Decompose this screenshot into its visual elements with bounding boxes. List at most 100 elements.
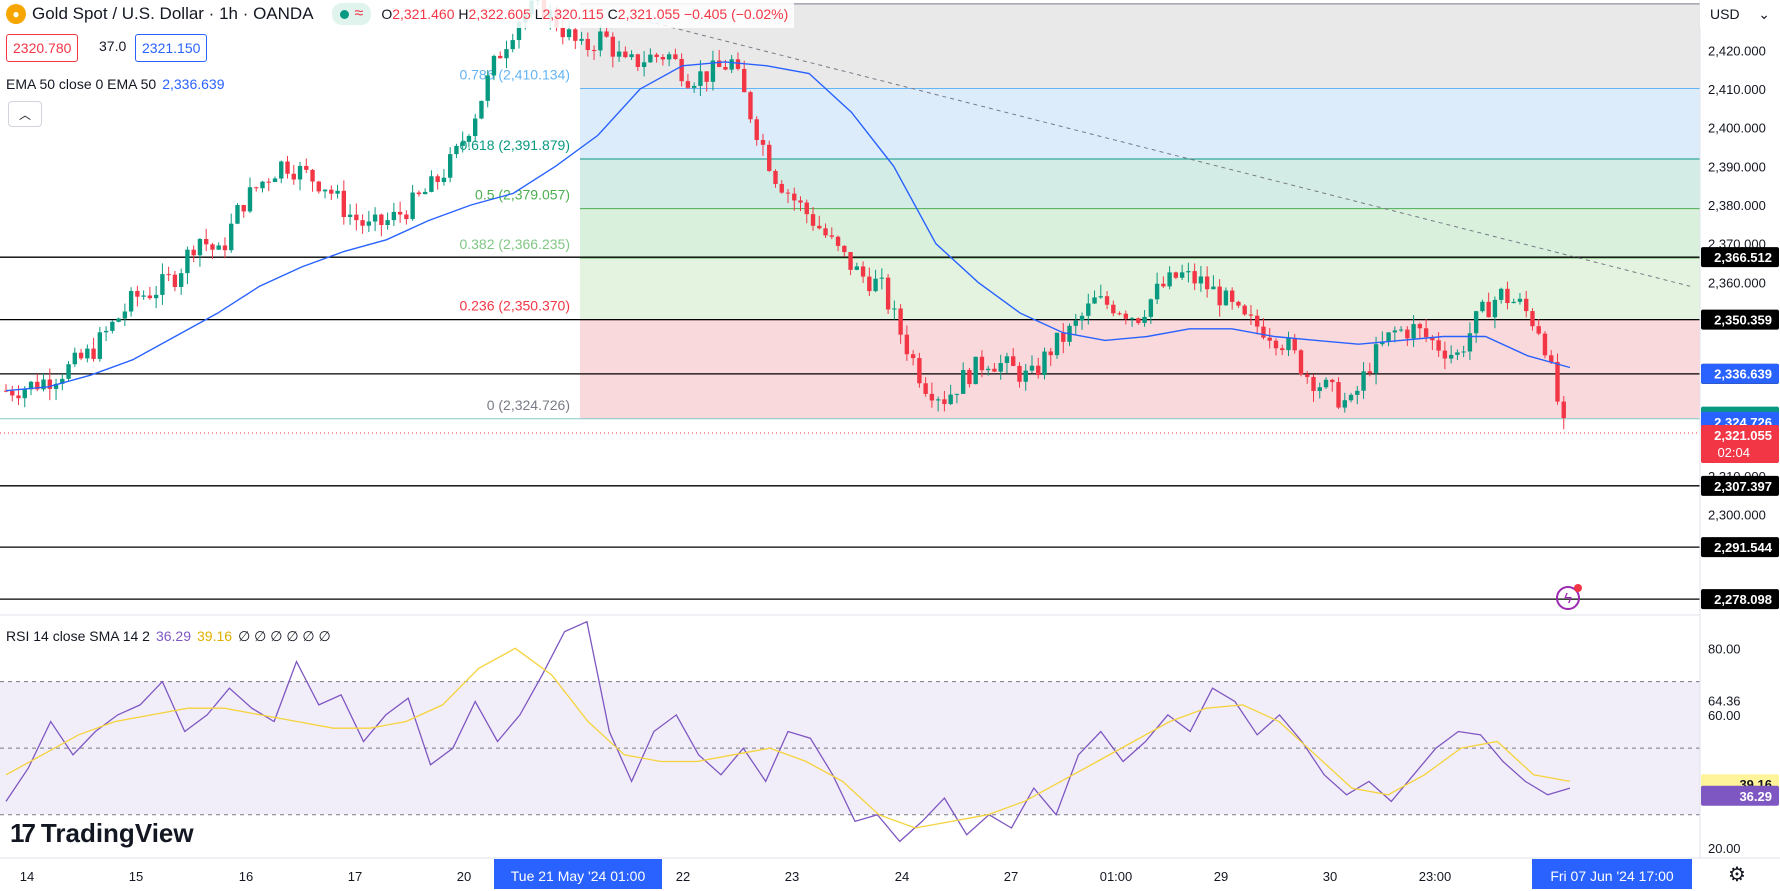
gear-icon[interactable]: ⚙: [1728, 864, 1746, 886]
rsi-price-label: 36.29: [1739, 789, 1772, 804]
rsi-extra-values: ∅ ∅ ∅ ∅ ∅ ∅: [238, 628, 331, 644]
ema-label: EMA 50 close 0 EMA 50: [6, 76, 157, 92]
level-label: 2,366.512: [1714, 250, 1772, 265]
candle: [1286, 338, 1291, 351]
candle: [504, 49, 509, 59]
candle: [904, 334, 910, 355]
candle: [1017, 365, 1022, 382]
candle: [1280, 348, 1285, 351]
candle: [516, 22, 522, 41]
chevron-up-icon: ︿: [18, 107, 31, 122]
ema-legend[interactable]: EMA 50 close 0 EMA 50 2,336.639: [6, 76, 225, 92]
candle: [22, 389, 27, 399]
candle: [128, 290, 134, 312]
candle: [873, 278, 878, 292]
candle: [685, 81, 691, 88]
buy-button[interactable]: 2321.150: [135, 34, 208, 62]
lightning-alert-icon[interactable]: ϟ: [1556, 584, 1582, 610]
candle: [648, 54, 653, 63]
rsi-sma-line: [5, 647, 1571, 829]
market-status-pill[interactable]: ≈: [331, 3, 372, 25]
candle: [917, 358, 922, 384]
candle: [716, 60, 722, 67]
candle: [1405, 329, 1410, 339]
candle: [1198, 276, 1204, 284]
candle: [422, 191, 428, 195]
candle: [948, 394, 953, 405]
candle: [1255, 315, 1260, 327]
candle: [798, 200, 803, 203]
candle: [185, 249, 190, 274]
candle: [1092, 297, 1097, 304]
candle: [1129, 318, 1135, 320]
level-label-bg: [1701, 309, 1779, 330]
candle: [441, 177, 447, 183]
candle: [641, 62, 647, 67]
candle: [1248, 314, 1254, 316]
fib-label: 0.5 (2,379.057): [475, 187, 570, 203]
candle: [1167, 272, 1172, 287]
candle: [898, 308, 903, 335]
candle: [785, 192, 791, 194]
candle: [404, 214, 409, 220]
candle: [1061, 332, 1066, 342]
candle: [329, 189, 334, 194]
candle: [260, 181, 265, 189]
candle: [1173, 272, 1179, 278]
candle: [823, 228, 828, 236]
candle: [1204, 276, 1210, 290]
candle: [1461, 351, 1466, 353]
candle: [429, 176, 434, 192]
candle: [247, 187, 253, 212]
candle: [935, 399, 941, 401]
x-tick-label: 17: [348, 869, 362, 884]
tradingview-mark-icon: 17: [10, 818, 36, 848]
candle: [360, 220, 365, 226]
x-tick-label: 22: [676, 869, 690, 884]
candle: [1367, 371, 1372, 374]
candle: [510, 40, 515, 50]
candle: [1036, 365, 1041, 376]
candle: [710, 60, 716, 82]
currency-selector[interactable]: USD ⌄: [1700, 0, 1780, 28]
candle: [1549, 355, 1554, 362]
candle: [992, 368, 997, 372]
candle: [1473, 311, 1479, 334]
candle: [1042, 351, 1047, 376]
market-open-icon: [339, 9, 349, 19]
candle: [1455, 352, 1460, 355]
candle: [635, 54, 641, 67]
symbol-title[interactable]: Gold Spot / U.S. Dollar · 1h · OANDA: [32, 4, 314, 23]
candle: [160, 274, 165, 295]
candle: [1430, 337, 1435, 341]
candle: [666, 54, 672, 60]
collapse-legend-button[interactable]: ︿: [8, 101, 42, 127]
level-label-bg: [1701, 247, 1779, 268]
candle: [141, 295, 146, 297]
candle: [1467, 333, 1473, 352]
candle: [1292, 338, 1297, 351]
candle: [573, 29, 578, 41]
candle: [341, 190, 347, 217]
candle: [297, 165, 303, 180]
tradingview-logo[interactable]: 17 TradingView: [10, 818, 194, 849]
level-label: 2,307.397: [1714, 479, 1772, 494]
rsi-band-label: 64.36: [1708, 693, 1741, 708]
candle: [673, 54, 678, 59]
candle: [1079, 315, 1085, 321]
level-label: 2,291.544: [1714, 540, 1773, 555]
sell-button[interactable]: 2320.780: [6, 34, 79, 62]
candle: [910, 354, 916, 359]
candle: [792, 193, 797, 201]
candle: [1398, 329, 1404, 331]
tradingview-wordmark: TradingView: [40, 818, 194, 848]
y-tick-label: 2,380.000: [1708, 198, 1766, 213]
candle: [335, 190, 340, 194]
candle: [241, 205, 246, 212]
candle: [773, 170, 778, 184]
wave-icon: ≈: [354, 5, 364, 22]
rsi-legend[interactable]: RSI 14 close SMA 14 2 36.29 39.16 ∅ ∅ ∅ ∅ ∅…: [6, 628, 331, 645]
candle: [654, 54, 659, 57]
rsi-label: RSI 14 close SMA 14 2: [6, 628, 150, 644]
